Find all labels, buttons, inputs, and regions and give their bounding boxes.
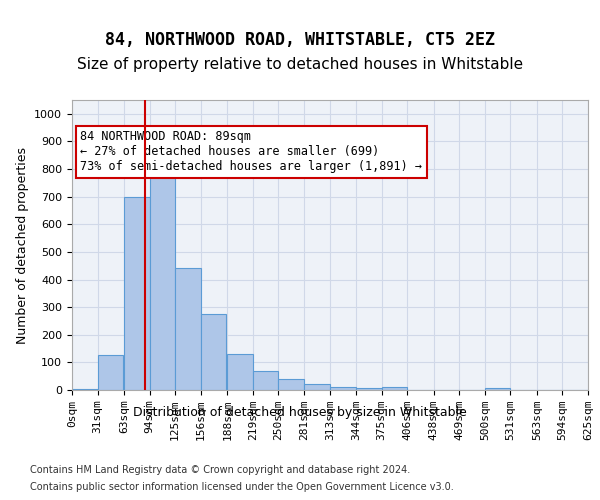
Bar [382, 387, 407, 390]
Bar [72, 388, 98, 390]
Bar [356, 388, 382, 390]
Bar [331, 387, 356, 390]
Y-axis label: Number of detached properties: Number of detached properties [16, 146, 29, 344]
Text: Size of property relative to detached houses in Whitstable: Size of property relative to detached ho… [77, 58, 523, 72]
Bar [201, 314, 226, 390]
Text: Contains HM Land Registry data © Crown copyright and database right 2024.: Contains HM Land Registry data © Crown c… [30, 465, 410, 475]
Bar [278, 379, 304, 390]
Text: 84, NORTHWOOD ROAD, WHITSTABLE, CT5 2EZ: 84, NORTHWOOD ROAD, WHITSTABLE, CT5 2EZ [105, 31, 495, 49]
Bar [304, 384, 329, 390]
Bar [227, 354, 253, 390]
Bar [485, 388, 511, 390]
Text: Distribution of detached houses by size in Whitstable: Distribution of detached houses by size … [133, 406, 467, 419]
Text: 84 NORTHWOOD ROAD: 89sqm
← 27% of detached houses are smaller (699)
73% of semi-: 84 NORTHWOOD ROAD: 89sqm ← 27% of detach… [80, 130, 422, 174]
Bar [98, 356, 123, 390]
Bar [149, 176, 175, 390]
Bar [124, 196, 149, 390]
Bar [175, 268, 201, 390]
Text: Contains public sector information licensed under the Open Government Licence v3: Contains public sector information licen… [30, 482, 454, 492]
Bar [253, 370, 278, 390]
